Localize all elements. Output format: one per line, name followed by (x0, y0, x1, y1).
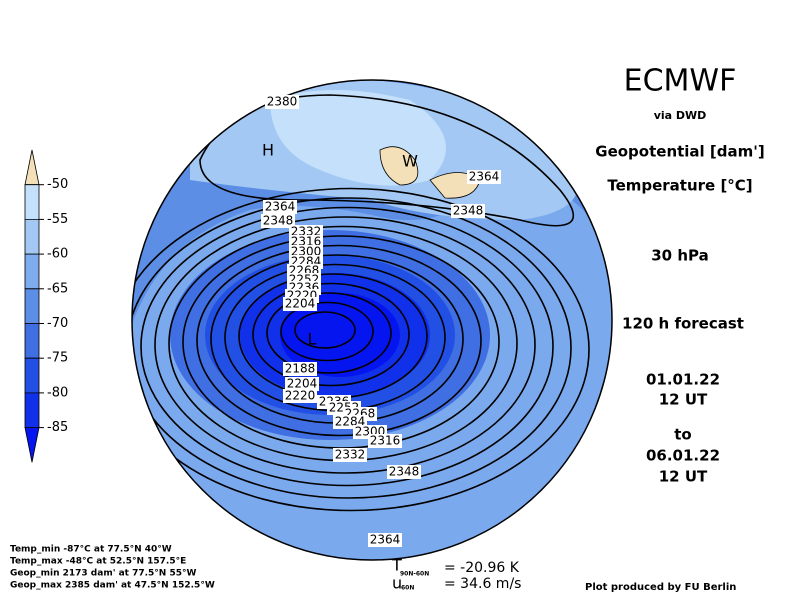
contour-label-bg (368, 533, 402, 547)
t-value: = -20.96 K (444, 560, 520, 576)
colorbar-label: -75 (47, 351, 68, 366)
colorbar-label: -55 (47, 212, 68, 227)
colorbar-label: -65 (47, 281, 68, 296)
level: 30 hPa (651, 247, 709, 265)
contour-label-bg (451, 204, 485, 218)
contour-label-bg (368, 434, 402, 448)
colorbar-label: -85 (47, 420, 68, 435)
u-symbol: u (392, 574, 402, 593)
contour-label-bg (467, 170, 501, 184)
pressure-marker: W (402, 152, 418, 171)
to: to (674, 426, 691, 444)
credit: Plot produced by FU Berlin (585, 582, 736, 593)
contour-label: 2204 (287, 377, 318, 391)
contour-label-bg (387, 465, 421, 479)
field: Geopotential [dam'] (595, 143, 764, 161)
contour-label-bg (261, 214, 295, 228)
contour-label: 2188 (285, 362, 316, 376)
map-border (131, 79, 613, 561)
colorbar-segment (24, 184, 40, 220)
u-value: = 34.6 m/s (444, 576, 521, 592)
pressure-marker: H (262, 141, 274, 160)
labels: HWL2380236423482364234823322316230022842… (261, 95, 501, 547)
colorbar-segment (24, 253, 40, 290)
contour-label: 2348 (263, 214, 294, 228)
contour-line (196, 244, 482, 437)
t-sub: 90N-60N (400, 571, 429, 578)
map (132, 80, 612, 560)
contour-label: 2332 (335, 448, 366, 462)
pressure-marker: L (308, 330, 317, 349)
contour-label-bg (285, 377, 319, 391)
stat: Geop_max 2385 dam' at 47.5°N 152.5°W (10, 581, 215, 591)
colorbar-label: -60 (47, 247, 68, 262)
field: Temperature [°C] (607, 177, 752, 195)
contour-label: 2364 (370, 533, 401, 547)
contour-line (154, 216, 536, 474)
u-sub: 60N (401, 585, 414, 592)
valid-date: 06.01.22 (646, 447, 720, 465)
contour-label-bg (283, 389, 317, 403)
contour-line (199, 94, 575, 227)
colorbar-segment (24, 323, 40, 359)
contour-label-bg (283, 297, 317, 311)
contour-line (280, 301, 374, 362)
stat: Temp_max -48°C at 52.5°N 157.5°E (10, 557, 186, 567)
colorbar-segment (24, 357, 40, 394)
colorbar: -50 -55 -60 -65 -70 -75 -80 -85 (24, 149, 68, 463)
contour-label: 2348 (389, 465, 420, 479)
source: via DWD (654, 109, 707, 122)
contour-line (132, 197, 572, 499)
contour-line (252, 282, 410, 387)
contour-label: 2220 (285, 389, 316, 403)
colorbar-segment (24, 288, 40, 324)
contour-label-bg (265, 95, 299, 109)
colorbar-label: -80 (47, 385, 68, 400)
colorbar-segment (24, 149, 40, 186)
colorbar-label: -50 (47, 177, 68, 192)
init-date: 01.01.22 (646, 371, 720, 389)
contour-label: 2364 (469, 170, 500, 184)
init-time: 12 UT (659, 391, 708, 409)
contour-label-bg (333, 448, 367, 462)
forecast: 120 h forecast (622, 315, 744, 333)
contour-label-bg (263, 200, 297, 214)
contour-label: 2380 (267, 95, 298, 109)
contour-label: 2316 (370, 434, 401, 448)
colorbar-label: -70 (47, 316, 68, 331)
title: ECMWF (624, 64, 737, 99)
stat: Geop_min 2173 dam' at 77.5°N 55°W (10, 569, 196, 579)
contour-label: 2364 (265, 200, 296, 214)
valid-time: 12 UT (659, 468, 708, 486)
contour-line (266, 292, 392, 374)
colorbar-segment (24, 219, 40, 255)
t-symbol: T (391, 556, 402, 575)
contour-label-bg (283, 362, 317, 376)
contour-line (132, 187, 590, 512)
stat: Temp_min -87°C at 77.5°N 40°W (10, 545, 172, 555)
colorbar-segment (24, 392, 40, 428)
contour-line (294, 311, 356, 349)
colorbar-segment (24, 427, 40, 463)
contour-label: 2348 (453, 204, 484, 218)
contour-line (140, 206, 554, 487)
contour-label: 2204 (285, 297, 316, 311)
